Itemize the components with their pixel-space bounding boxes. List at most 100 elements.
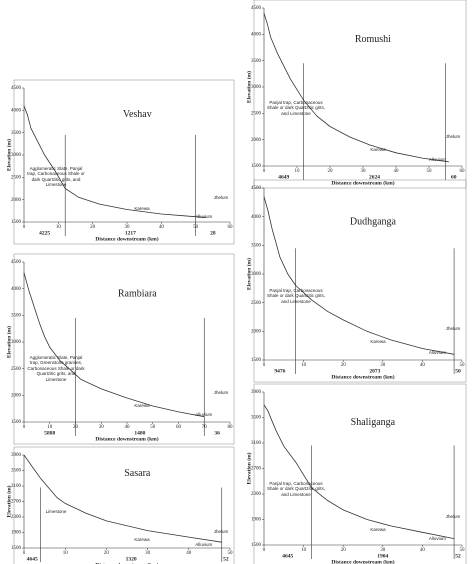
- x-tick-label: 40: [186, 551, 192, 556]
- chart-title: Sasara: [124, 468, 151, 479]
- karewa-note: Karewa: [370, 147, 386, 153]
- lithology-note: Agglomeratic Slate, Panjal trap, Greenst…: [27, 354, 85, 382]
- alluvium-note: Alluvium: [195, 542, 213, 548]
- x-tick-label: 30: [361, 169, 367, 174]
- y-tick-label: 4500: [251, 186, 262, 191]
- x-tick-label: 40: [420, 363, 426, 368]
- jhelum-note: Jhelum: [445, 514, 461, 520]
- y-tick-label: 1500: [11, 220, 22, 225]
- lithology-note: Panjal trap, Carbonaceous Shale or dark …: [266, 287, 326, 304]
- x-tick-label: 10: [47, 425, 53, 430]
- y-tick-label: 2500: [251, 301, 262, 306]
- chart-title: Rambiara: [118, 288, 157, 299]
- segment-label: 4645: [282, 553, 293, 559]
- jhelum-note: Jhelum: [445, 325, 461, 331]
- segment-label: 9476: [274, 368, 285, 374]
- segment-label: 1320: [126, 556, 137, 562]
- profile-line: [23, 105, 207, 218]
- x-axis-label: Distance downstream (km): [95, 235, 158, 242]
- y-tick-label: 3500: [11, 469, 22, 474]
- segment-label: 28: [210, 230, 216, 236]
- segment-label: 52: [223, 556, 229, 562]
- segment-label: 1217: [125, 230, 136, 236]
- x-tick-label: 10: [56, 225, 62, 230]
- x-axis-label: Distance downstream (km): [331, 179, 394, 186]
- x-tick-label: 30: [125, 225, 131, 230]
- x-tick-label: 50: [150, 425, 156, 430]
- profile-line: [23, 454, 222, 543]
- segment-label: 2073: [369, 368, 380, 374]
- segment-label: 4225: [39, 230, 50, 236]
- lithology-note: Panjal trap, Carbonaceous Shale or dark …: [266, 480, 326, 497]
- y-tick-label: 3000: [251, 85, 262, 90]
- x-tick-label: 50: [460, 363, 466, 368]
- x-tick-label: 0: [23, 551, 26, 556]
- y-tick-label: 2300: [11, 515, 22, 520]
- y-tick-label: 2700: [251, 467, 262, 472]
- y-tick-label: 2500: [251, 111, 262, 116]
- y-tick-label: 2300: [251, 492, 262, 497]
- y-tick-label: 4000: [11, 287, 22, 292]
- segment-label: 50: [455, 368, 461, 374]
- x-tick-label: 30: [145, 551, 151, 556]
- alluvium-note: Alluvium: [428, 156, 446, 162]
- y-axis-label: Elevation (m): [245, 71, 252, 103]
- segment-label: 1480: [134, 430, 145, 436]
- x-tick-label: 10: [301, 548, 307, 553]
- x-axis-label: Distance downstream (km): [95, 561, 158, 564]
- segment-label: 2624: [369, 174, 380, 180]
- x-tick-label: 80: [228, 425, 234, 430]
- lithology-note: Agglomeratic Slate, Panjal trap, Carbona…: [27, 165, 85, 188]
- plot-frame: [13, 253, 235, 445]
- karewa-note: Karewa: [370, 526, 386, 532]
- x-tick-label: 50: [427, 169, 433, 174]
- y-axis-label: Elevation (m): [5, 485, 12, 517]
- y-tick-label: 3500: [251, 416, 262, 421]
- y-tick-label: 3000: [251, 272, 262, 277]
- jhelum-note: Jhelum: [213, 195, 229, 201]
- y-axis-label: Elevation (m): [245, 452, 252, 484]
- x-tick-label: 40: [394, 169, 400, 174]
- y-tick-label: 2000: [11, 393, 22, 398]
- segment-label: 4645: [27, 556, 38, 562]
- chart-title: Romushi: [355, 34, 391, 45]
- alluvium-note: Alluvium: [195, 213, 213, 219]
- segment-label: 52: [455, 553, 461, 559]
- y-tick-label: 4500: [251, 6, 262, 11]
- segment-label: 60: [451, 174, 457, 180]
- x-tick-label: 60: [460, 169, 466, 174]
- x-axis-label: Distance downstream (km): [331, 558, 394, 564]
- y-tick-label: 3500: [11, 131, 22, 136]
- profile-line: [23, 272, 205, 418]
- jhelum-note: Jhelum: [445, 134, 461, 140]
- x-tick-label: 0: [263, 548, 266, 553]
- x-tick-label: 0: [263, 169, 266, 174]
- y-tick-label: 3000: [11, 153, 22, 158]
- karewa-note: Karewa: [134, 402, 150, 408]
- segment-label: 36: [214, 430, 220, 436]
- x-tick-label: 20: [341, 548, 347, 553]
- x-tick-label: 0: [23, 225, 26, 230]
- plot-frame: [13, 79, 235, 245]
- plot-frame: [253, 383, 467, 564]
- y-tick-label: 2000: [251, 329, 262, 334]
- x-tick-label: 50: [228, 551, 234, 556]
- chart-title: Shaliganga: [351, 417, 396, 428]
- profile-line: [263, 13, 449, 163]
- y-tick-label: 1900: [251, 518, 262, 523]
- y-tick-label: 2700: [11, 500, 22, 505]
- y-tick-label: 2500: [11, 175, 22, 180]
- y-tick-label: 1900: [11, 531, 22, 536]
- y-tick-label: 4000: [251, 215, 262, 220]
- x-tick-label: 10: [301, 363, 307, 368]
- profile-line: [263, 196, 455, 355]
- plot-frame: [253, 0, 467, 189]
- segment-label: 1904: [377, 553, 388, 559]
- x-tick-label: 20: [104, 551, 110, 556]
- y-tick-label: 4500: [11, 86, 22, 91]
- karewa-note: Karewa: [134, 205, 150, 211]
- y-axis-label: Elevation (m): [5, 139, 12, 171]
- lithology-note: Panjal trap, Carbonaceous Shale or dark …: [266, 99, 326, 116]
